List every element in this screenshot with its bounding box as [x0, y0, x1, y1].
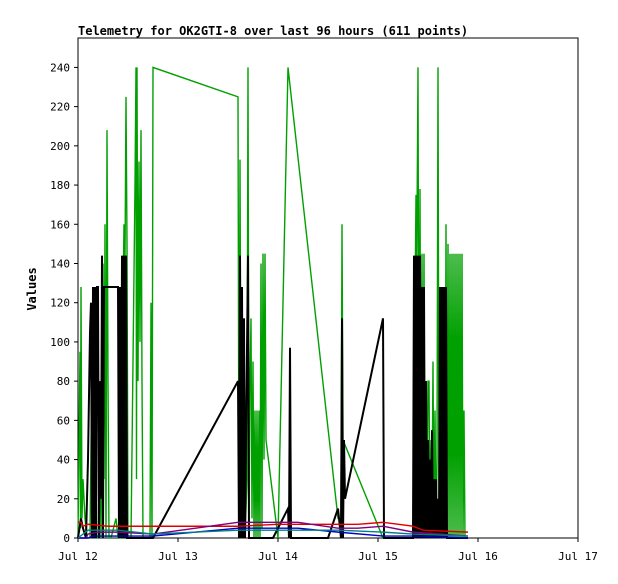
y-tick-label: 220: [50, 101, 70, 114]
series-line-green: [77, 66, 468, 539]
y-axis-label: Values: [25, 267, 39, 310]
chart-title: Telemetry for OK2GTI-8 over last 96 hour…: [78, 24, 468, 38]
y-tick-label: 240: [50, 61, 70, 74]
y-tick-label: 60: [57, 414, 70, 427]
y-tick-label: 20: [57, 493, 70, 506]
series-line-red: [78, 521, 469, 533]
series-lines: [77, 66, 469, 539]
x-tick-label: Jul 15: [358, 550, 398, 563]
series-line-blue: [78, 527, 469, 539]
series-line-purple: [78, 521, 469, 539]
y-tick-label: 40: [57, 454, 70, 467]
y-tick-label: 100: [50, 336, 70, 349]
y-tick-label: 140: [50, 257, 70, 270]
y-axis-ticks: 0 20 40 60 80 100 120 140 160 180 200 220 240: [50, 61, 78, 545]
x-axis-ticks: Jul 12 Jul 13 Jul 14 Jul 15 Jul 16 Jul 17: [58, 538, 598, 563]
x-tick-label: Jul 13: [158, 550, 198, 563]
y-tick-label: 180: [50, 179, 70, 192]
x-tick-label: Jul 14: [258, 550, 298, 563]
series-line-black: [77, 255, 468, 539]
y-tick-label: 0: [63, 532, 70, 545]
x-tick-label: Jul 17: [558, 550, 598, 563]
y-tick-label: 80: [57, 375, 70, 388]
series-line-teal: [77, 529, 469, 539]
y-tick-label: 200: [50, 140, 70, 153]
x-tick-label: Jul 12: [58, 550, 98, 563]
y-tick-label: 160: [50, 218, 70, 231]
y-tick-label: 120: [50, 297, 70, 310]
x-tick-label: Jul 16: [458, 550, 498, 563]
